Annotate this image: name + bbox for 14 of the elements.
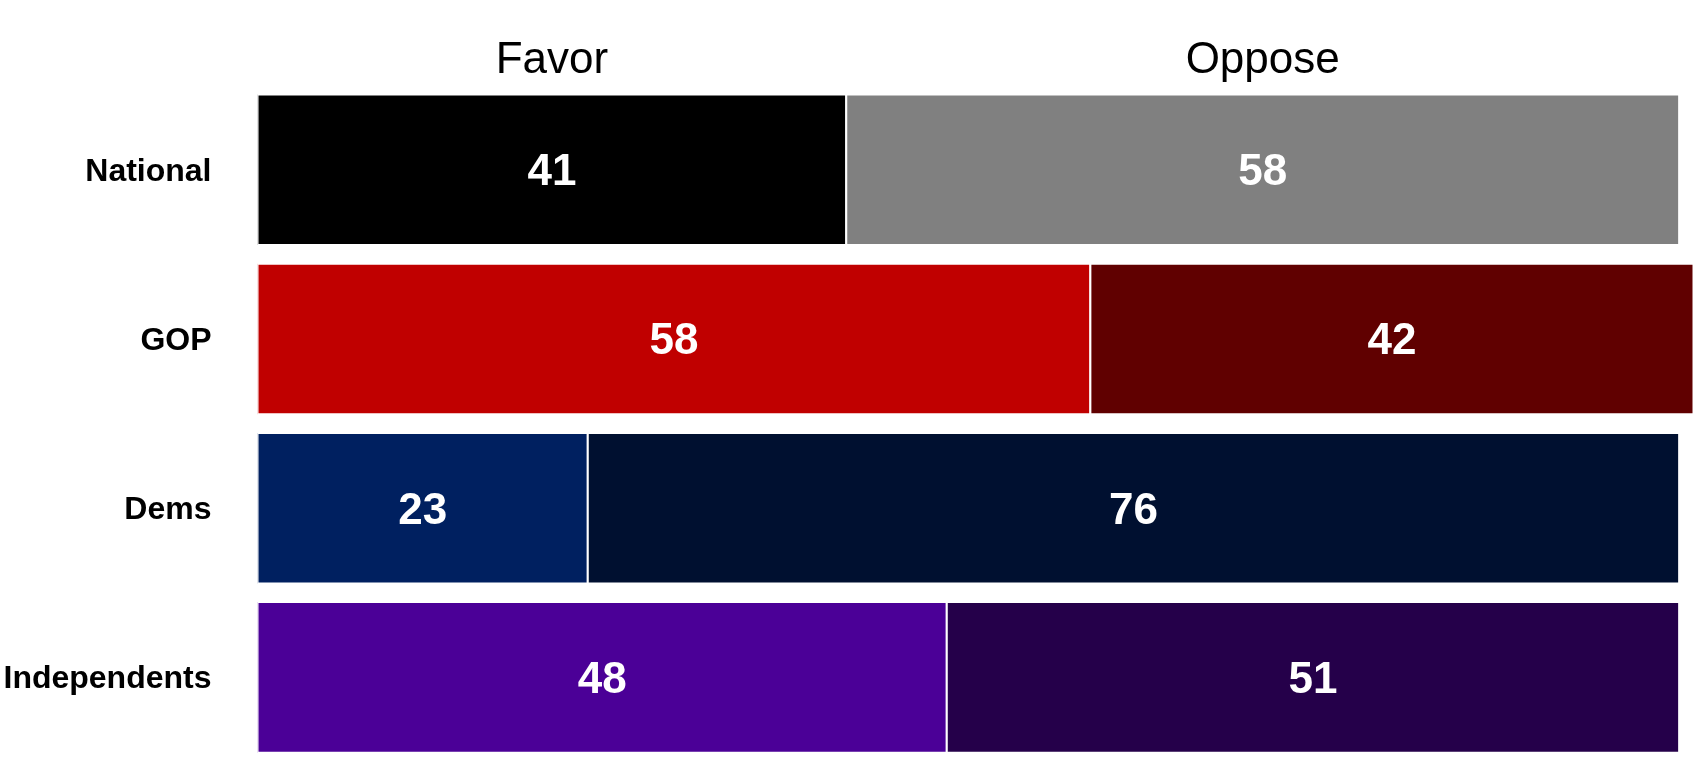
y-tick-label: Dems xyxy=(124,490,212,527)
series-label: Oppose xyxy=(1185,32,1340,82)
data-label: 23 xyxy=(398,483,448,533)
data-label: 48 xyxy=(577,652,627,702)
data-label: 41 xyxy=(527,145,577,195)
data-label: 51 xyxy=(1288,652,1338,702)
data-label: 42 xyxy=(1367,314,1417,364)
y-tick-label: GOP xyxy=(140,320,212,357)
y-tick-label: National xyxy=(85,151,212,188)
data-label: 58 xyxy=(1238,145,1288,195)
series-label: Favor xyxy=(495,32,609,82)
y-tick-label: Independents xyxy=(3,659,212,696)
data-label: 58 xyxy=(649,314,699,364)
data-label: 76 xyxy=(1108,483,1158,533)
